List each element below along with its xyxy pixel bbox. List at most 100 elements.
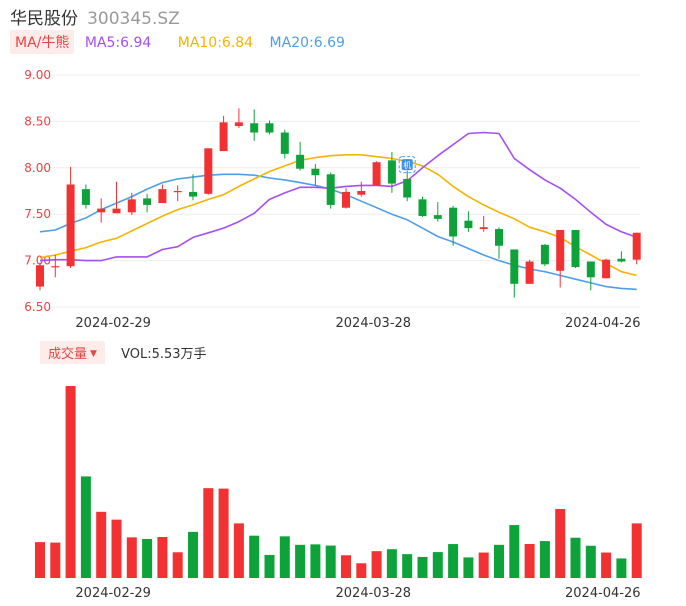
candlestick[interactable] <box>296 141 305 171</box>
volume-bar[interactable] <box>585 545 596 578</box>
moving-average-lines <box>39 131 637 291</box>
volume-bar[interactable] <box>188 531 198 578</box>
volume-bar[interactable] <box>386 549 397 578</box>
volume-bar[interactable] <box>448 544 459 578</box>
candlestick[interactable] <box>479 216 488 232</box>
x-tick-label: 2024-04-26 <box>565 586 641 601</box>
candlestick[interactable] <box>357 181 366 197</box>
candle-body <box>586 261 595 278</box>
candlestick[interactable] <box>204 148 213 195</box>
x-tick-label: 2024-02-29 <box>75 316 151 331</box>
candlestick[interactable] <box>265 120 274 135</box>
candlestick[interactable] <box>342 188 350 209</box>
candlestick[interactable] <box>449 205 458 246</box>
volume-bar[interactable] <box>432 552 443 578</box>
candlestick[interactable] <box>556 229 565 288</box>
volume-bar[interactable] <box>279 536 290 578</box>
candlestick[interactable] <box>525 259 534 284</box>
volume-bar[interactable] <box>96 511 107 578</box>
volume-bar[interactable] <box>218 488 229 578</box>
volume-bar[interactable] <box>463 557 474 578</box>
volume-bar[interactable] <box>601 552 612 578</box>
candlestick[interactable] <box>387 152 396 193</box>
candlestick[interactable] <box>81 184 90 209</box>
candlestick[interactable] <box>326 172 335 209</box>
candle-body <box>479 227 488 230</box>
volume-bar[interactable] <box>65 386 76 578</box>
volume-bar[interactable] <box>341 555 351 578</box>
candlestick[interactable] <box>495 227 503 259</box>
candlestick[interactable] <box>602 258 611 279</box>
volume-bar[interactable] <box>126 537 137 578</box>
candlestick[interactable] <box>540 243 549 267</box>
candlestick[interactable] <box>66 166 75 269</box>
volume-bar[interactable] <box>417 556 428 578</box>
volume-bar[interactable] <box>111 519 122 578</box>
stock-code: 300345.SZ <box>87 9 180 29</box>
candlestick[interactable] <box>234 108 243 128</box>
candlestick[interactable] <box>189 174 197 201</box>
volume-bar[interactable] <box>616 558 627 578</box>
candle-body <box>311 168 320 176</box>
volume-bar[interactable] <box>356 563 367 578</box>
volume-bar[interactable] <box>172 552 183 578</box>
volume-bar[interactable] <box>157 536 168 578</box>
volume-bar[interactable] <box>402 554 413 578</box>
candlestick[interactable] <box>112 181 121 214</box>
volume-bar[interactable] <box>142 538 153 578</box>
volume-bar[interactable] <box>249 535 260 578</box>
candlestick[interactable] <box>36 262 44 291</box>
volume-bar[interactable] <box>539 541 550 578</box>
volume-bar[interactable] <box>555 509 566 578</box>
candlestick[interactable] <box>433 202 442 222</box>
volume-bar[interactable] <box>80 476 91 578</box>
candlestick[interactable] <box>571 229 580 269</box>
event-marker-icon[interactable]: 机 <box>398 156 416 174</box>
candlesticks[interactable] <box>36 108 641 298</box>
candlestick[interactable] <box>97 198 106 223</box>
volume-bar[interactable] <box>233 523 244 578</box>
candlestick[interactable] <box>510 249 519 298</box>
candlestick[interactable] <box>586 261 595 291</box>
candle-body <box>296 154 305 169</box>
volume-bar[interactable] <box>264 554 275 578</box>
volume-bar[interactable] <box>524 543 535 578</box>
event-marker[interactable]: 机 <box>398 156 416 174</box>
volume-bar[interactable] <box>35 542 45 578</box>
candlestick[interactable] <box>280 129 289 159</box>
volume-bar[interactable] <box>371 551 382 578</box>
candlestick[interactable] <box>418 196 427 217</box>
volume-bar[interactable] <box>295 544 306 578</box>
volume-bar[interactable] <box>631 523 642 578</box>
candlestick[interactable] <box>632 232 641 265</box>
candlestick[interactable] <box>250 109 259 141</box>
volume-bars[interactable] <box>35 386 642 578</box>
volume-bar[interactable] <box>570 537 581 578</box>
volume-bar[interactable] <box>509 525 520 578</box>
volume-bar[interactable] <box>494 544 504 578</box>
candle-body <box>112 208 121 214</box>
candlestick[interactable] <box>617 251 626 263</box>
candlestick[interactable] <box>372 161 381 186</box>
candlestick[interactable] <box>127 192 136 216</box>
volume-bar[interactable] <box>203 488 214 578</box>
candlestick[interactable] <box>464 211 473 232</box>
candlestick[interactable] <box>311 164 320 186</box>
candlestick[interactable] <box>403 170 412 202</box>
volume-bar[interactable] <box>50 542 61 578</box>
ma-legend: MA/牛熊 MA5:6.94 MA10:6.84 MA20:6.69 <box>10 30 345 54</box>
candlestick[interactable] <box>51 255 60 278</box>
candlestick[interactable] <box>143 193 152 213</box>
candle-body <box>617 258 626 262</box>
candle-body <box>51 266 60 268</box>
volume-indicator-selector[interactable]: 成交量 ▼ <box>40 341 105 364</box>
marker-label: 机 <box>403 160 411 170</box>
candle-body <box>158 189 167 204</box>
volume-bar[interactable] <box>310 544 321 578</box>
volume-bar[interactable] <box>325 545 336 578</box>
volume-bar[interactable] <box>478 552 489 578</box>
candlestick[interactable] <box>173 185 182 202</box>
candlestick[interactable] <box>219 115 228 152</box>
ma-indicator-selector[interactable]: MA/牛熊 <box>10 30 75 54</box>
candlestick[interactable] <box>158 184 167 204</box>
